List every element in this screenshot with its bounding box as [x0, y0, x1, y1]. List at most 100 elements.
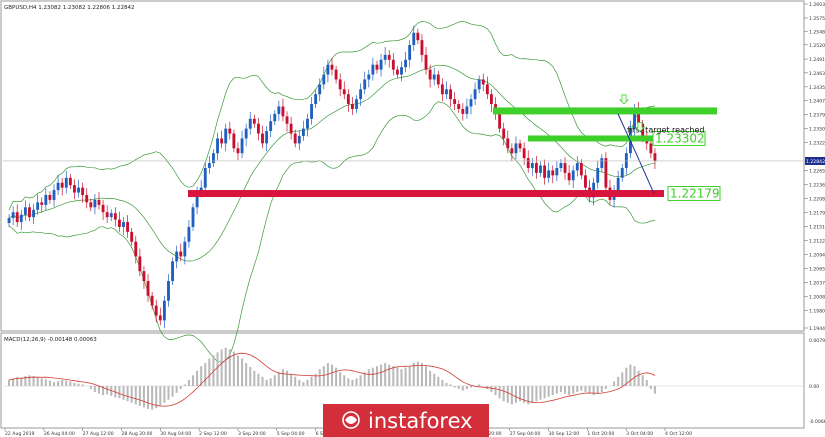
time-tick-label: 22 Aug 2019	[5, 431, 35, 437]
candle-body	[502, 128, 506, 139]
time-tick-label: 3 Oct 04:00	[626, 431, 653, 437]
candle-body	[261, 133, 264, 144]
watermark-text: instaforex	[368, 409, 473, 433]
candle-body	[89, 202, 93, 208]
candle-body	[649, 143, 653, 154]
candle-body	[212, 153, 215, 164]
candle-body	[624, 153, 628, 168]
price-tick-label: 1.23790	[809, 112, 825, 118]
candle-body	[563, 163, 567, 173]
candle-body	[60, 182, 64, 188]
candle-body	[383, 54, 387, 60]
candle-body	[330, 64, 334, 70]
candle-body	[596, 167, 600, 183]
candle-body	[40, 202, 44, 205]
candle-body	[138, 256, 142, 272]
symbol-header: GBPUSD,H4 1.23082 1.23082 1.22806 1.2284…	[4, 5, 134, 11]
candle-body	[216, 138, 219, 154]
current-price-tag	[805, 156, 825, 165]
candle-body	[265, 131, 269, 144]
candle-body	[77, 187, 80, 193]
candle-body	[641, 123, 645, 139]
macd-header: MACD(12,26,9) -0.00148 0.00063	[4, 337, 97, 343]
candle-body	[653, 153, 657, 162]
time-tick-label: 2 Sep 12:00	[199, 431, 227, 437]
candle-body	[150, 295, 154, 306]
candle-body	[154, 305, 158, 316]
candle-body	[81, 187, 85, 196]
candle-body	[236, 148, 240, 154]
candle-body	[68, 177, 72, 186]
time-tick-label: 1 Oct 20:00	[587, 431, 614, 437]
candle-body	[342, 89, 346, 95]
candle-body	[575, 163, 579, 171]
candle-body	[559, 163, 563, 168]
candle-body	[408, 45, 412, 60]
target1-label-box	[652, 130, 706, 146]
candle-body	[256, 123, 260, 134]
candle-body	[518, 143, 522, 149]
candle-body	[567, 172, 571, 181]
candle-body	[306, 118, 309, 129]
macd-axis-label: -0.006611	[809, 419, 825, 425]
candle-body	[416, 32, 420, 41]
candle-body	[23, 207, 27, 215]
projection-line	[617, 113, 655, 194]
price-tick-label: 1.24915	[809, 57, 825, 63]
candle-body	[85, 195, 89, 203]
candle-body	[289, 123, 293, 134]
price-tick-label: 1.21225	[809, 238, 825, 244]
candle-body	[490, 94, 493, 105]
candle-body	[584, 175, 587, 188]
candle-body	[134, 241, 138, 257]
price-tick-label: 1.26035	[809, 2, 825, 8]
candles	[7, 25, 657, 329]
candle-body	[293, 133, 297, 144]
target2-zone	[188, 190, 664, 198]
candle-body	[424, 54, 428, 70]
candle-body	[461, 108, 465, 114]
candle-body	[481, 79, 485, 85]
candle-body	[285, 116, 289, 124]
candle-body	[36, 202, 40, 210]
candle-body	[485, 84, 489, 95]
price-tick-label: 1.23500	[809, 127, 825, 133]
candle-body	[600, 158, 604, 168]
price-tick-label: 1.19800	[809, 309, 825, 315]
candle-body	[113, 213, 117, 220]
candle-body	[48, 195, 52, 200]
candle-body	[97, 199, 101, 205]
candle-body	[526, 158, 530, 168]
candle-body	[19, 214, 23, 223]
candle-body	[367, 74, 371, 80]
candle-body	[73, 185, 76, 193]
price-tick-label: 1.20085	[809, 295, 825, 301]
time-tick-label: 27 Sep 04:00	[510, 431, 541, 437]
candle-body	[269, 121, 273, 132]
price-tick-label: 1.24070	[809, 99, 825, 105]
candle-body	[633, 108, 636, 129]
candle-body	[543, 165, 547, 178]
candle-body	[195, 192, 199, 208]
candle-body	[126, 222, 130, 232]
candle-body	[183, 241, 187, 257]
annotations: 1.23302 1.22179 first target reached	[188, 94, 721, 202]
candle-body	[510, 148, 514, 154]
price-tick-label: 1.22080	[809, 196, 825, 202]
candle-body	[359, 89, 363, 100]
candle-body	[551, 170, 555, 176]
candle-body	[506, 138, 510, 149]
time-tick-label: 4 Oct 12:00	[665, 431, 692, 437]
price-panel-frame	[0, 0, 805, 332]
instaforex-logo	[342, 411, 360, 429]
price-tick-label: 1.20940	[809, 252, 825, 258]
candle-body	[547, 170, 551, 178]
candle-body	[122, 222, 125, 227]
candle-body	[539, 165, 542, 173]
candle-body	[142, 271, 146, 282]
target1-zone	[528, 135, 653, 142]
macd-axis-label: 0.007976	[809, 338, 825, 344]
candle-body	[117, 219, 121, 227]
candle-body	[310, 104, 313, 119]
